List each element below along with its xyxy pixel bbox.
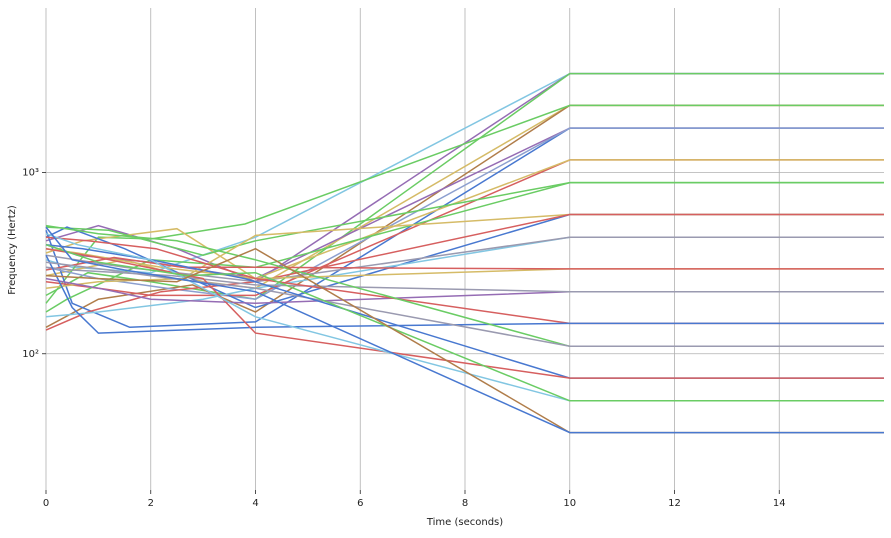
series-line <box>45 104 884 304</box>
x-tick-label: 10 <box>563 498 576 509</box>
x-tick-label: 0 <box>43 498 49 509</box>
x-tick-label: 8 <box>462 498 468 509</box>
y-axis-label: Frequency (Hertz) <box>7 205 18 295</box>
x-tick-label: 2 <box>148 498 154 509</box>
series-line <box>45 127 884 300</box>
x-tick-label: 14 <box>773 498 786 509</box>
series-line <box>45 243 884 402</box>
x-axis-label: Time (seconds) <box>426 517 503 528</box>
series-line <box>45 261 884 348</box>
x-tick-label: 6 <box>357 498 363 509</box>
y-tick-label: 10³ <box>22 168 39 179</box>
x-tick-label: 4 <box>252 498 258 509</box>
series-line <box>45 236 884 283</box>
y-tick-label: 10² <box>22 349 39 360</box>
series-line <box>45 159 884 280</box>
series-line <box>45 226 884 434</box>
series-line <box>45 181 884 256</box>
series-line <box>45 247 884 379</box>
x-tick-label: 12 <box>668 498 681 509</box>
series-line <box>45 72 884 300</box>
series-line <box>45 254 884 334</box>
series-line <box>45 266 884 293</box>
